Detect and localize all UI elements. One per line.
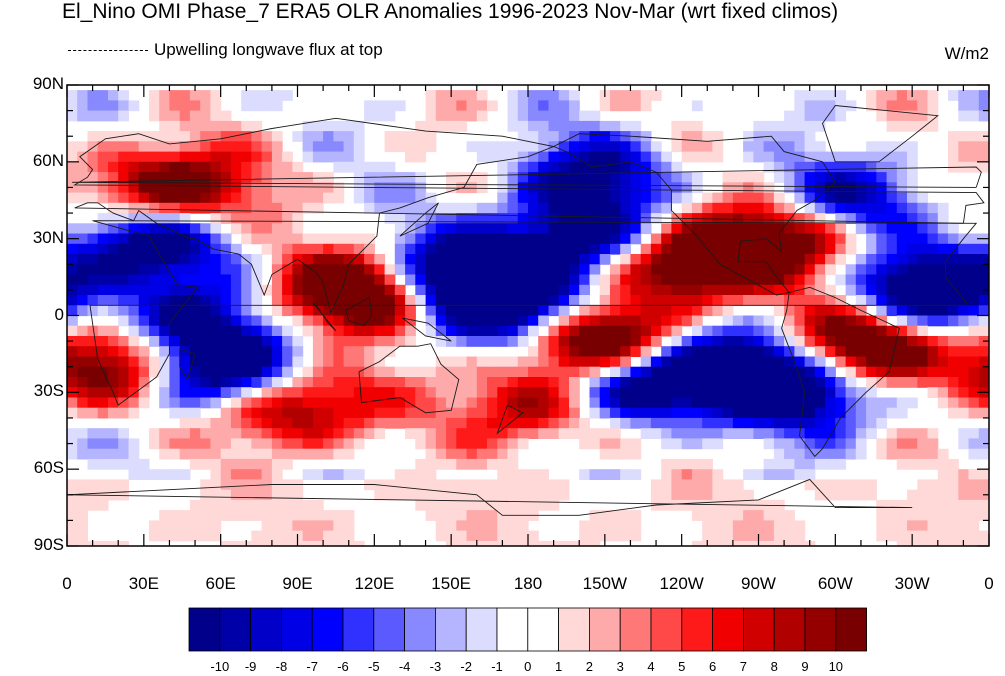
colorbar-tick-label: 7 xyxy=(739,659,747,674)
colorbar-tick-label: -9 xyxy=(244,659,257,674)
lon-label: 90E xyxy=(282,574,313,593)
plot-subtitle: Upwelling longwave flux at top xyxy=(68,40,383,60)
colorbar-tick-label: 0 xyxy=(524,659,532,674)
colorbar-tick-label: 6 xyxy=(708,659,717,674)
coastlines xyxy=(67,105,985,516)
colorbar-tick-label: 5 xyxy=(678,659,686,674)
anomaly-field xyxy=(67,85,989,546)
lon-label: 60W xyxy=(817,574,853,593)
lat-label: 90S xyxy=(33,535,64,554)
colorbar-tick-label: -7 xyxy=(306,659,318,674)
lon-label: 150W xyxy=(582,574,628,593)
lon-label: 150E xyxy=(431,574,471,593)
lon-label: 30W xyxy=(894,574,930,593)
colorbar-tick-label: 4 xyxy=(647,659,655,674)
dashed-line-icon xyxy=(68,50,148,52)
colorbar-tick-label: 2 xyxy=(585,659,593,674)
colorbar-tick-label: -10 xyxy=(210,659,230,674)
lat-label: 60N xyxy=(32,150,64,170)
lon-label: 0 xyxy=(62,574,72,593)
colorbar-tick-label: -4 xyxy=(398,659,411,674)
colorbar-tick-label: -6 xyxy=(337,659,349,674)
plot-frame xyxy=(66,84,990,547)
colorbar-tick-label: -3 xyxy=(429,659,442,674)
lon-label: 0 xyxy=(984,574,994,593)
subtitle-text: Upwelling longwave flux at top xyxy=(154,40,383,59)
lat-label: 0 xyxy=(54,304,64,324)
units-label: W/m2 xyxy=(944,44,989,63)
lon-label: 90W xyxy=(741,574,776,593)
colorbar-tick-label: -5 xyxy=(368,659,380,674)
colorbar-tick-label: 8 xyxy=(770,659,778,674)
lon-label: 120E xyxy=(354,574,395,593)
colorbar-tick-label: 10 xyxy=(828,659,844,674)
plot-title: El_Nino OMI Phase_7 ERA5 OLR Anomalies 1… xyxy=(62,0,839,23)
colorbar-tick-label: -8 xyxy=(275,659,288,674)
lon-label: 180 xyxy=(513,574,543,593)
lon-label: 60E xyxy=(205,574,236,593)
lat-label: 60S xyxy=(33,458,64,478)
colorbar-tick-label: 9 xyxy=(801,659,809,674)
colorbar-tick-label: 1 xyxy=(554,659,563,674)
lon-label: 30E xyxy=(128,574,159,593)
lat-label: 90N xyxy=(32,74,64,93)
colorbar-tick-label: -1 xyxy=(491,659,503,674)
lat-label: 30S xyxy=(33,381,64,401)
colorbar-tick-label: 3 xyxy=(616,659,624,674)
lat-label: 30N xyxy=(32,227,64,247)
lon-label: 120W xyxy=(659,574,704,593)
colorbar-tick-label: -2 xyxy=(460,659,472,674)
